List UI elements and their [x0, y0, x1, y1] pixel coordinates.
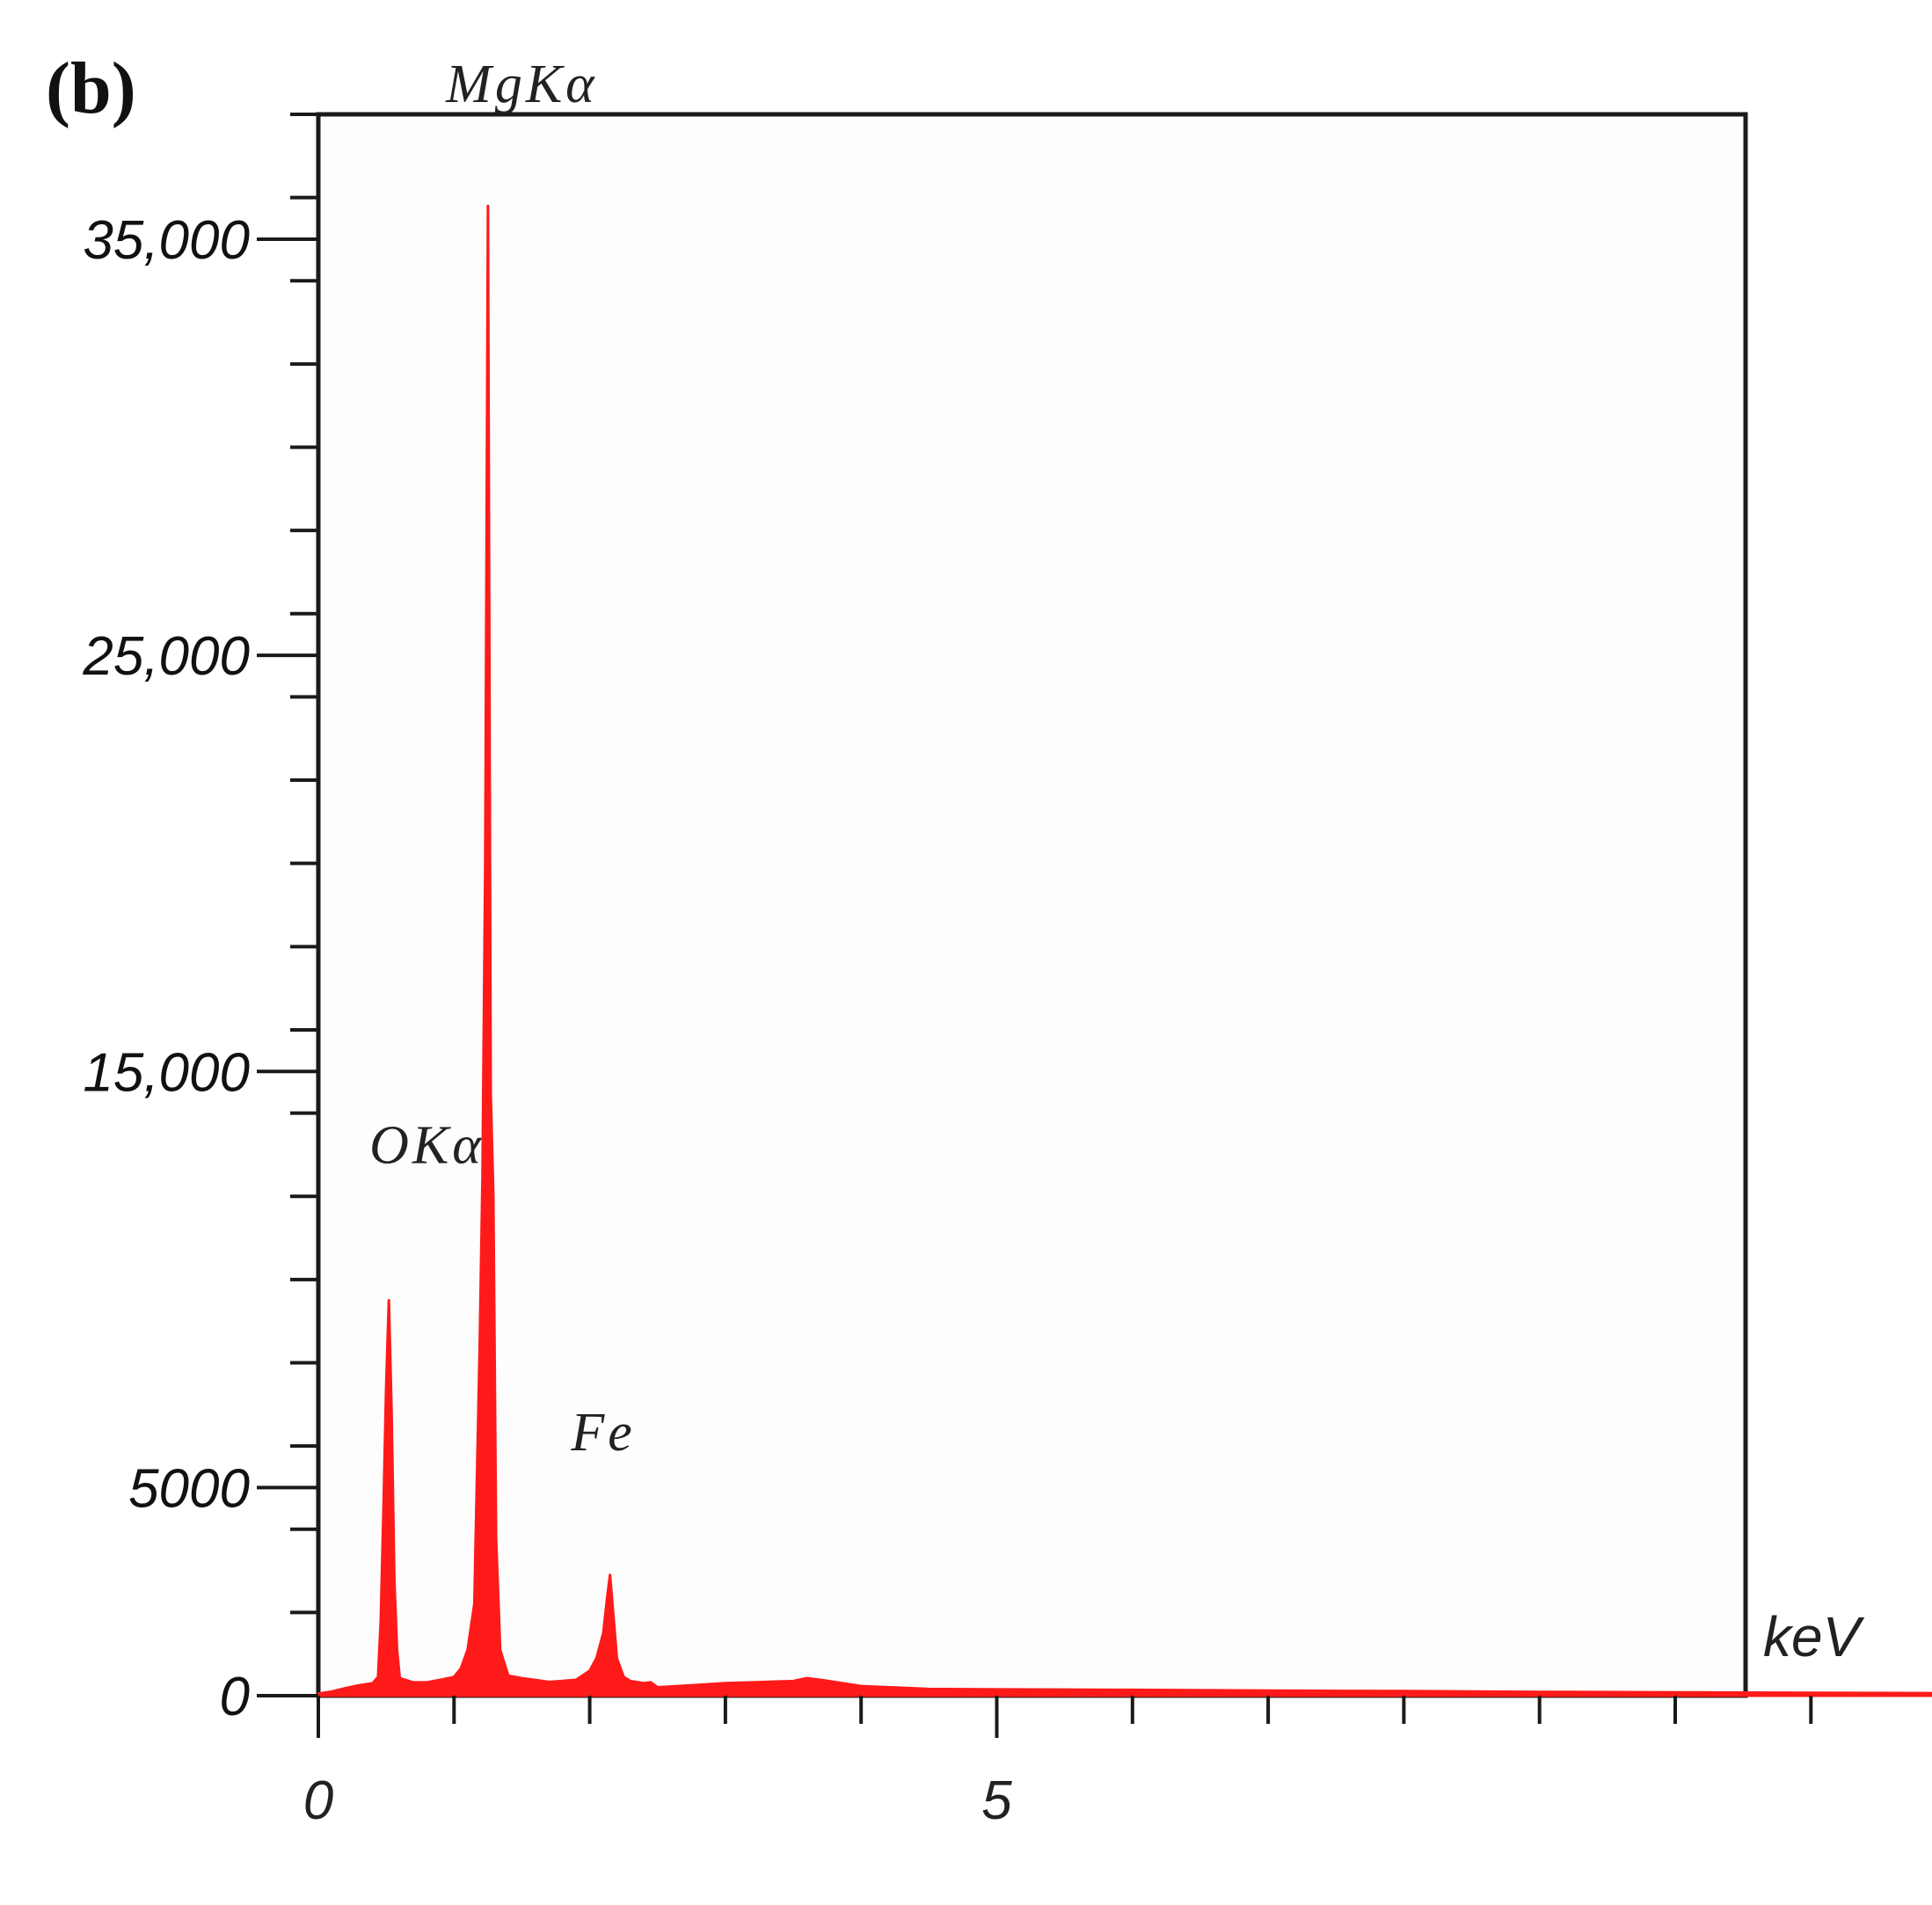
y-tick-label: 5000	[128, 1458, 250, 1519]
y-tick-label: 25,000	[82, 626, 250, 687]
peak-label: Fe	[570, 1403, 635, 1463]
plot-frame-layer	[316, 112, 1748, 1698]
x-axis-unit-label: keV	[1763, 1605, 1865, 1668]
ticks-layer	[257, 113, 1813, 1738]
y-tick-label: 15,000	[83, 1042, 250, 1103]
spectrum-layer	[317, 204, 1932, 1697]
panel-label: (b)	[46, 47, 136, 129]
peak-label: MgKα	[445, 55, 598, 114]
peak-label: OKα	[369, 1115, 485, 1175]
x-tick-label: 0	[303, 1770, 333, 1831]
spectrum-series	[317, 204, 1932, 1697]
plot-frame	[316, 112, 1748, 1698]
x-tick-label: 5	[981, 1770, 1012, 1831]
y-tick-label: 0	[220, 1667, 250, 1727]
y-tick-label: 35,000	[83, 210, 250, 271]
